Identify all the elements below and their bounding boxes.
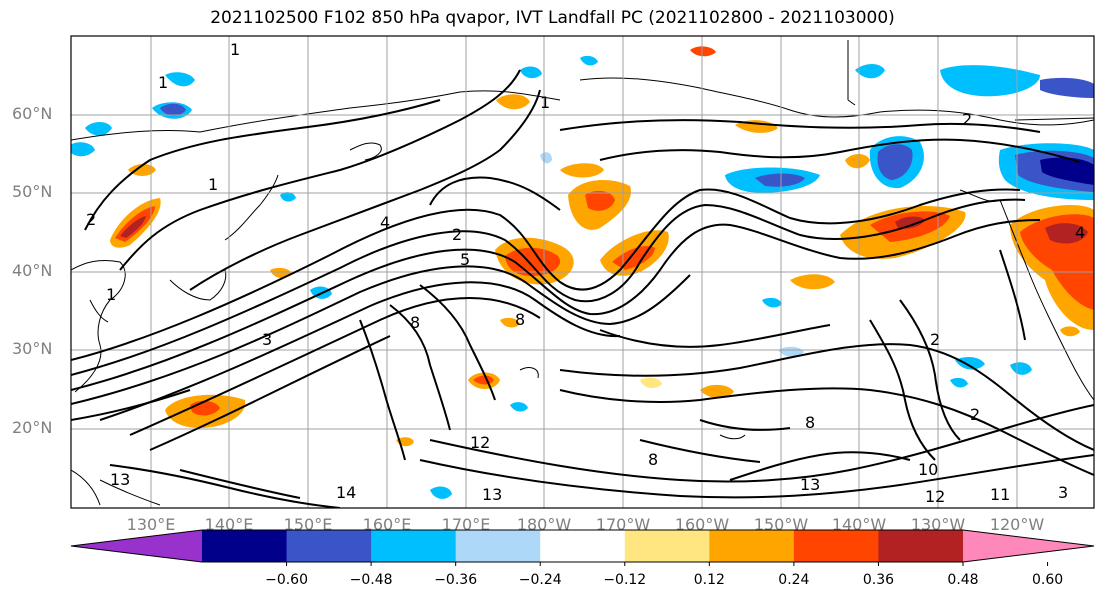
colorbar-outline	[70, 529, 1095, 563]
contour-label: 11	[990, 485, 1010, 504]
contour-label: 3	[262, 330, 272, 349]
colorbar-tick-label: −0.48	[349, 572, 393, 588]
colorbar-segment	[371, 530, 457, 562]
map-frame	[70, 35, 1095, 509]
contour-label: 1	[158, 73, 168, 92]
contour-labels: 1 1 1 1 1 2 2 2 2 2 4 4 5 8 8 8 8 10 11 …	[86, 40, 1085, 506]
colorbar-tick-label: 0.12	[693, 572, 725, 588]
contour-label: 2	[970, 405, 980, 424]
lon-label-170w: 170°W	[595, 515, 651, 534]
lon-label-150w: 150°W	[753, 515, 809, 534]
contour-label: 4	[380, 213, 390, 232]
contour-label: 8	[648, 450, 658, 469]
contour-label: 13	[482, 485, 502, 504]
contour-label: 2	[86, 210, 96, 229]
colorbar-segment	[455, 530, 541, 562]
contour-label: 14	[336, 483, 356, 502]
lon-label-160w: 160°W	[674, 515, 730, 534]
colorbar-tick-label: −0.36	[434, 572, 478, 588]
contour-label: 8	[805, 413, 815, 432]
colorbar-tick-label: 0.36	[862, 572, 895, 588]
colorbar-tick-label: −0.60	[265, 572, 308, 588]
chart-title: 2021102500 F102 850 hPa qvapor, IVT Land…	[210, 8, 895, 28]
colorbar-segment	[624, 530, 710, 562]
colorbar-segment	[540, 530, 626, 562]
lon-label-130e: 130°E	[126, 515, 176, 534]
colorbar-segment	[202, 530, 288, 562]
negative-anomaly-patches	[71, 55, 1094, 499]
colorbar-extend-low	[71, 530, 202, 562]
contour-label: 5	[460, 250, 470, 269]
colorbar-tick-label: −0.24	[518, 572, 562, 588]
colorbar-extend-high	[963, 530, 1094, 562]
colorbar-tick-label: 0.24	[778, 572, 810, 588]
contour-label: 8	[410, 313, 420, 332]
contour-label: 4	[1075, 223, 1085, 242]
colorbar-segment	[709, 530, 795, 562]
colorbar-tick-label: 0.48	[947, 572, 979, 588]
contour-label: 1	[106, 285, 116, 304]
colorbar-tick-label: 0.60	[1031, 572, 1064, 588]
lat-label-20n: 20°N	[12, 418, 53, 437]
colorbar-tick-label: −0.12	[603, 572, 647, 588]
lat-label-40n: 40°N	[12, 261, 53, 280]
colorbar-segment	[878, 530, 964, 562]
lon-label-170e: 170°E	[441, 515, 491, 534]
colorbar-ticks	[286, 562, 1049, 566]
contour-label: 2	[962, 110, 972, 129]
lat-label-50n: 50°N	[12, 182, 53, 201]
colorbar-segment	[793, 530, 879, 562]
lon-label-160e: 160°E	[362, 515, 412, 534]
lon-label-130w: 130°W	[910, 515, 966, 534]
ivt-contours-thin	[89, 299, 746, 506]
contour-label: 13	[110, 470, 130, 489]
lon-label-120w: 120°W	[989, 515, 1045, 534]
contour-label: 3	[1058, 483, 1068, 502]
contour-label: 1	[208, 175, 218, 194]
contour-label: 1	[230, 40, 240, 59]
lon-label-180w: 180°W	[516, 515, 572, 534]
coastlines	[71, 40, 1094, 506]
lat-label-30n: 30°N	[12, 339, 53, 358]
lon-label-140w: 140°W	[831, 515, 887, 534]
contour-label: 13	[800, 475, 820, 494]
contour-label: 12	[470, 433, 490, 452]
lat-label-60n: 60°N	[12, 104, 53, 123]
contour-label: 2	[452, 225, 462, 244]
contour-label: 10	[918, 460, 938, 479]
ivt-contours	[71, 69, 1094, 508]
contour-label: 8	[515, 310, 525, 329]
lon-label-140e: 140°E	[204, 515, 254, 534]
contour-label: 1	[540, 93, 550, 112]
contour-label: 2	[930, 330, 940, 349]
colorbar-segments	[202, 530, 964, 562]
lon-label-150e: 150°E	[283, 515, 333, 534]
colorbar-segment	[286, 530, 372, 562]
contour-label: 12	[925, 487, 945, 506]
